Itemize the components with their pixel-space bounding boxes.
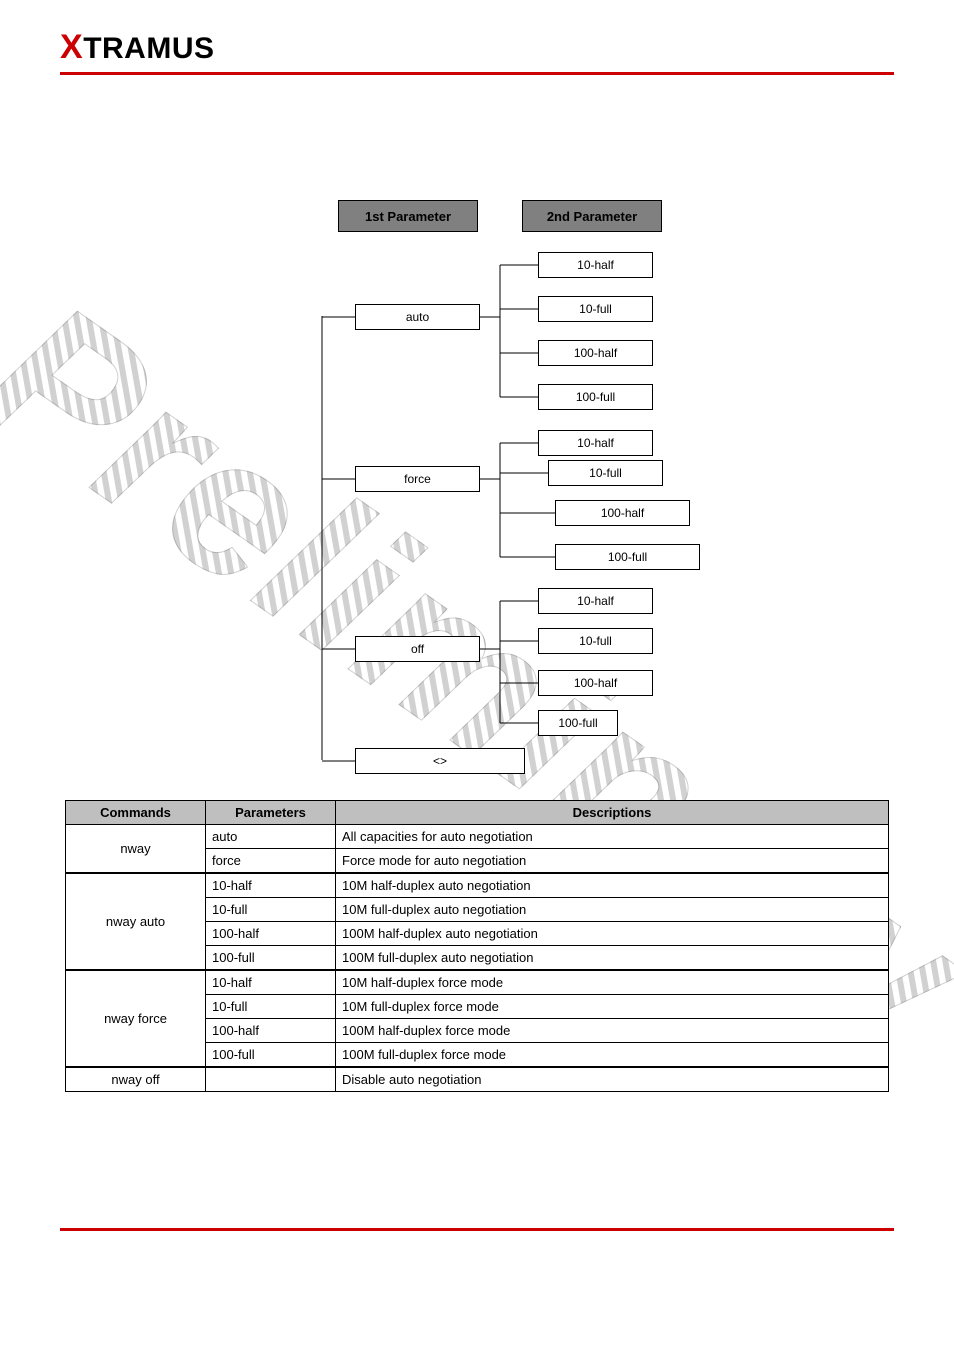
flow-node-o3: 100-half xyxy=(538,670,653,696)
flow-node-n3: off xyxy=(355,636,480,662)
flow-node-a1: 10-half xyxy=(538,252,653,278)
table-row: nway off Disable auto negotiation xyxy=(66,1067,889,1092)
flow-node-n1: auto xyxy=(355,304,480,330)
table-cell-desc: 100M half-duplex auto negotiation xyxy=(336,922,889,946)
table-cell-desc: Force mode for auto negotiation xyxy=(336,849,889,874)
flow-node-f1: 10-half xyxy=(538,430,653,456)
flow-node-n4: <> xyxy=(355,748,525,774)
flow-node-f3: 100-half xyxy=(555,500,690,526)
table-group-label: nway xyxy=(66,825,206,874)
flow-node-a4: 100-full xyxy=(538,384,653,410)
table-cell-desc: 10M half-duplex force mode xyxy=(336,970,889,995)
logo-text: TRAMUS xyxy=(83,32,214,65)
flow-node-o2: 10-full xyxy=(538,628,653,654)
flow-node-o1: 10-half xyxy=(538,588,653,614)
table-cell-desc: 100M half-duplex force mode xyxy=(336,1019,889,1043)
table-cell-param: 10-half xyxy=(206,970,336,995)
flow-node-f2: 10-full xyxy=(548,460,663,486)
logo-x-glyph: X xyxy=(60,28,83,66)
table-group-label: nway auto xyxy=(66,873,206,970)
table-cell-desc: 10M full-duplex force mode xyxy=(336,995,889,1019)
flow-node-h1: 1st Parameter xyxy=(338,200,478,232)
table-cell-param: 10-full xyxy=(206,995,336,1019)
table-col-commands: Commands xyxy=(66,801,206,825)
logo: XTRAMUS xyxy=(60,28,215,67)
table-cell-param xyxy=(206,1067,336,1092)
flow-node-o4: 100-full xyxy=(538,710,618,736)
footer-rule xyxy=(60,1228,894,1231)
header-rule xyxy=(60,72,894,75)
table-cell-param: 10-half xyxy=(206,873,336,898)
table-col-descriptions: Descriptions xyxy=(336,801,889,825)
flow-node-a2: 10-full xyxy=(538,296,653,322)
table-cell-param: 100-half xyxy=(206,922,336,946)
table-cell-desc: 10M half-duplex auto negotiation xyxy=(336,873,889,898)
table-cell-param: 100-full xyxy=(206,1043,336,1068)
table-cell-desc: 100M full-duplex auto negotiation xyxy=(336,946,889,971)
table-cell-param: 10-full xyxy=(206,898,336,922)
flow-node-h2: 2nd Parameter xyxy=(522,200,662,232)
table-group-label: nway force xyxy=(66,970,206,1067)
flow-node-f4: 100-full xyxy=(555,544,700,570)
table-col-parameters: Parameters xyxy=(206,801,336,825)
table-row: nway force10-half10M half-duplex force m… xyxy=(66,970,889,995)
table-cell-param: auto xyxy=(206,825,336,849)
table-cell-desc: 100M full-duplex force mode xyxy=(336,1043,889,1068)
command-table: Commands Parameters Descriptions nwayaut… xyxy=(65,800,889,1092)
table-group-label: nway off xyxy=(66,1067,206,1092)
table-cell-param: force xyxy=(206,849,336,874)
table-cell-param: 100-half xyxy=(206,1019,336,1043)
table-cell-desc: 10M full-duplex auto negotiation xyxy=(336,898,889,922)
table-cell-desc: All capacities for auto negotiation xyxy=(336,825,889,849)
flow-node-a3: 100-half xyxy=(538,340,653,366)
flow-node-n2: force xyxy=(355,466,480,492)
table-row: nway auto10-half10M half-duplex auto neg… xyxy=(66,873,889,898)
table-cell-param: 100-full xyxy=(206,946,336,971)
table-cell-desc: Disable auto negotiation xyxy=(336,1067,889,1092)
table-row: nwayautoAll capacities for auto negotiat… xyxy=(66,825,889,849)
